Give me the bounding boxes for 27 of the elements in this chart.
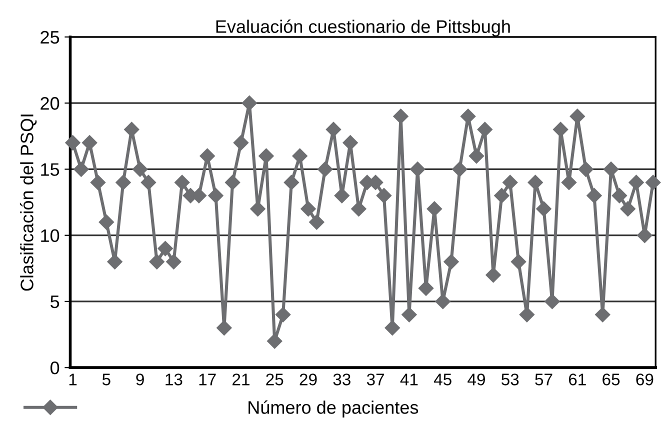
x-tick-label: 45 — [434, 374, 452, 386]
x-tick-label: 53 — [502, 374, 519, 386]
x-tick-label: 69 — [636, 374, 654, 386]
x-tick-label: 13 — [166, 374, 182, 386]
x-tick-label: 65 — [602, 374, 620, 386]
y-tick-label: 5 — [50, 296, 60, 308]
chart-title: Evaluación cuestionario de Pittsbugh — [216, 20, 510, 37]
y-tick-label: 20 — [40, 97, 60, 110]
x-tick-label: 29 — [300, 374, 317, 386]
x-tick-label: 33 — [333, 374, 350, 386]
x-tick-label: 5 — [102, 374, 110, 386]
y-tick-label: 10 — [41, 229, 60, 242]
x-tick-label: 57 — [535, 374, 552, 386]
x-tick-label: 61 — [568, 374, 586, 386]
x-tick-label: 1 — [69, 374, 77, 386]
y-tick-label: 0 — [50, 362, 60, 374]
x-tick-label: 25 — [266, 374, 284, 386]
x-tick-label: 17 — [199, 374, 216, 386]
y-tick-label: 15 — [41, 163, 60, 176]
x-tick-label: 37 — [366, 374, 384, 386]
x-tick-label: 9 — [136, 374, 144, 386]
y-tick-label: 25 — [40, 30, 60, 44]
x-tick-label: 41 — [400, 374, 418, 386]
text: Número de pacientes — [248, 400, 418, 418]
x-tick-label: 49 — [468, 374, 485, 386]
x-tick-label: 21 — [232, 374, 250, 386]
y-axis-title: Clasificación del PSQI — [20, 114, 37, 291]
